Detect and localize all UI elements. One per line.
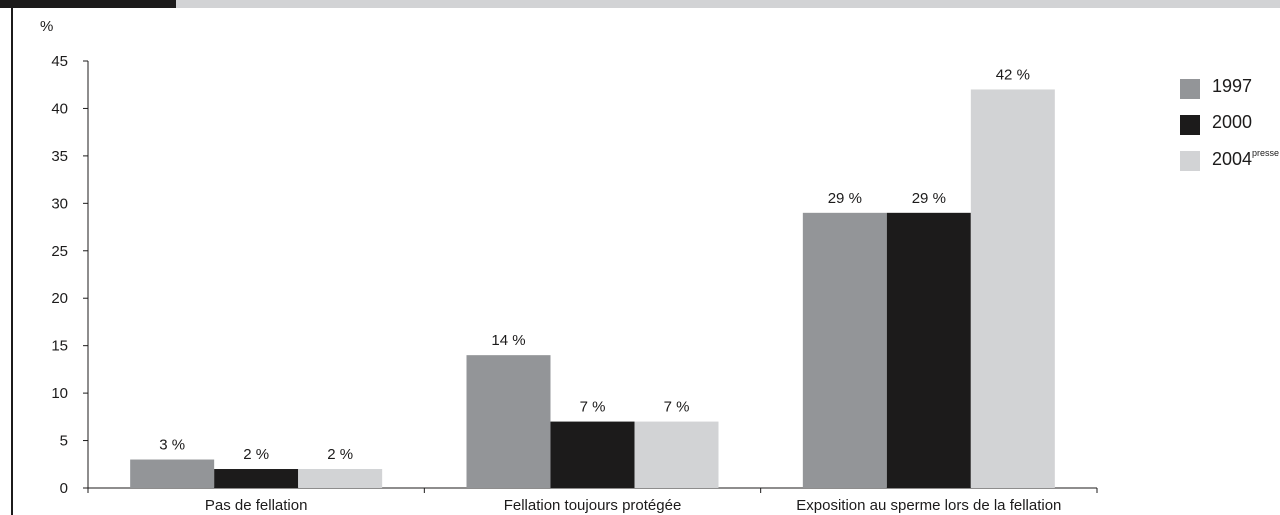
bar (466, 355, 551, 488)
bar-value-label: 14 % (491, 332, 525, 349)
bar-value-label: 42 % (996, 66, 1030, 83)
bar (802, 212, 887, 489)
legend-label-2000: 2000 (1212, 112, 1253, 132)
x-tick-label: Fellation toujours protégée (504, 497, 682, 514)
bar-value-label: 2 % (327, 446, 353, 463)
x-tick-label: Exposition au sperme lors de la fellatio… (796, 497, 1061, 514)
bar (214, 469, 299, 488)
bars: 3 % 2 % 2 % 14 % 7 % 7 % 29 % 29 % 42 % (130, 66, 1055, 489)
bar-value-label: 2 % (243, 446, 269, 463)
legend-label-2004-year: 2004 (1212, 149, 1253, 169)
y-axis-unit-label: % (40, 18, 53, 35)
y-tick-label: 0 (60, 480, 68, 497)
bar-value-label: 7 % (580, 399, 606, 416)
y-tick-label: 20 (51, 290, 68, 307)
bar (970, 89, 1055, 488)
y-tick-label: 5 (60, 433, 68, 450)
y-tick-label: 45 (51, 53, 68, 70)
bar-value-label: 3 % (159, 437, 185, 454)
bar-value-label: 29 % (912, 190, 946, 207)
header-bar-light (176, 0, 1280, 8)
bar (550, 421, 635, 488)
bar (634, 421, 719, 488)
header-bar-dark (0, 0, 176, 8)
legend-swatch-1997 (1180, 79, 1200, 99)
y-tick-label: 35 (51, 148, 68, 165)
bar (886, 212, 971, 489)
y-tick-label: 40 (51, 100, 68, 117)
bar (130, 459, 215, 488)
bar-value-label: 29 % (828, 190, 862, 207)
left-frame-rule (11, 8, 13, 515)
legend-label-1997: 1997 (1212, 76, 1253, 96)
legend-swatch-2000 (1180, 115, 1200, 135)
bar (298, 469, 383, 488)
y-tick-label: 15 (51, 338, 68, 355)
y-tick-label: 30 (51, 195, 68, 212)
x-tick-label: Pas de fellation (205, 497, 308, 514)
bar-value-label: 7 % (664, 399, 690, 416)
legend-swatch-2004 (1180, 151, 1200, 171)
y-tick-label: 25 (51, 243, 68, 260)
legend-label-2004: 2004presse (1212, 148, 1279, 170)
legend-label-2004-superscript: presse (1252, 148, 1280, 158)
y-tick-label: 10 (51, 385, 68, 402)
